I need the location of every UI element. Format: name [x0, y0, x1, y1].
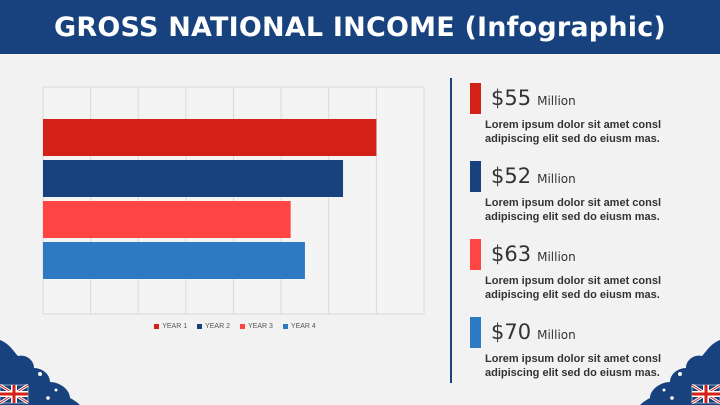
stat-value: $52	[491, 164, 532, 188]
bar-year-1	[43, 119, 377, 156]
vertical-divider	[450, 78, 452, 383]
stat-description-line: Lorem ipsum dolor sit amet consl	[485, 275, 662, 287]
stat-color-marker	[470, 316, 481, 348]
stat-unit: Million	[537, 172, 576, 186]
australian-flag-icon	[0, 383, 29, 405]
stat-description-line: Lorem ipsum dolor sit amet consl	[485, 119, 662, 131]
stat-unit: Million	[537, 250, 576, 264]
legend-swatch-year-4	[282, 324, 288, 329]
stat-description: Lorem ipsum dolor sit amet consl adipisc…	[485, 196, 695, 224]
page-title: GROSS NATIONAL INCOME (Infographic)	[54, 11, 666, 43]
stat-description: Lorem ipsum dolor sit amet consl adipisc…	[485, 352, 695, 380]
legend-swatch-year-1	[154, 324, 160, 329]
header-bar: GROSS NATIONAL INCOME (Infographic)	[0, 0, 720, 54]
legend-swatch-year-2	[197, 324, 203, 329]
stat-item-1: $55 Million Lorem ipsum dolor sit amet c…	[470, 82, 710, 146]
stat-value: $70	[491, 320, 532, 344]
star-icon	[670, 396, 674, 400]
legend-label-year-2: YEAR 2	[205, 323, 230, 330]
star-icon	[54, 388, 58, 392]
stat-value: $55	[491, 86, 532, 110]
legend-item-year-2: YEAR 2	[197, 323, 230, 330]
stat-description-line: Lorem ipsum dolor sit amet consl	[485, 353, 662, 365]
legend-label-year-4: YEAR 4	[290, 323, 316, 330]
legend-item-year-3: YEAR 3	[240, 323, 273, 330]
australian-flag-icon	[691, 383, 720, 405]
bar-chart	[42, 86, 425, 315]
star-icon	[38, 372, 42, 376]
flag-decoration-right	[640, 340, 720, 405]
stat-unit: Million	[537, 94, 576, 108]
legend-item-year-4: YEAR 4	[282, 323, 316, 330]
star-icon	[46, 396, 50, 400]
stat-description-line: Lorem ipsum dolor sit amet consl	[485, 197, 662, 209]
stat-description-line: adipiscing elit sed do eiusm mas.	[485, 367, 660, 379]
legend-label-year-3: YEAR 3	[248, 323, 273, 330]
star-icon	[678, 372, 682, 376]
bar-year-4	[43, 242, 305, 279]
stat-description: Lorem ipsum dolor sit amet consl adipisc…	[485, 274, 695, 302]
stat-description-line: adipiscing elit sed do eiusm mas.	[485, 289, 660, 301]
stat-description-line: adipiscing elit sed do eiusm mas.	[485, 133, 660, 145]
stat-color-marker	[470, 160, 481, 192]
stat-unit: Million	[537, 328, 576, 342]
flag-decoration-left	[0, 340, 80, 405]
legend-label-year-1: YEAR 1	[162, 323, 188, 330]
stat-color-marker	[470, 238, 481, 270]
stat-value: $63	[491, 242, 532, 266]
chart-legend: YEAR 1 YEAR 2 YEAR 3 YEAR 4	[0, 323, 470, 330]
stat-color-marker	[470, 82, 481, 114]
stat-item-2: $52 Million Lorem ipsum dolor sit amet c…	[470, 160, 710, 224]
legend-swatch-year-3	[240, 324, 245, 329]
bar-year-3	[43, 201, 291, 238]
bar-year-2	[43, 160, 344, 197]
stat-description-line: adipiscing elit sed do eiusm mas.	[485, 211, 660, 223]
stat-item-3: $63 Million Lorem ipsum dolor sit amet c…	[470, 238, 710, 302]
stat-description: Lorem ipsum dolor sit amet consl adipisc…	[485, 118, 695, 146]
stat-item-4: $70 Million Lorem ipsum dolor sit amet c…	[470, 316, 710, 380]
star-icon	[662, 388, 666, 392]
legend-item-year-1: YEAR 1	[154, 323, 187, 330]
